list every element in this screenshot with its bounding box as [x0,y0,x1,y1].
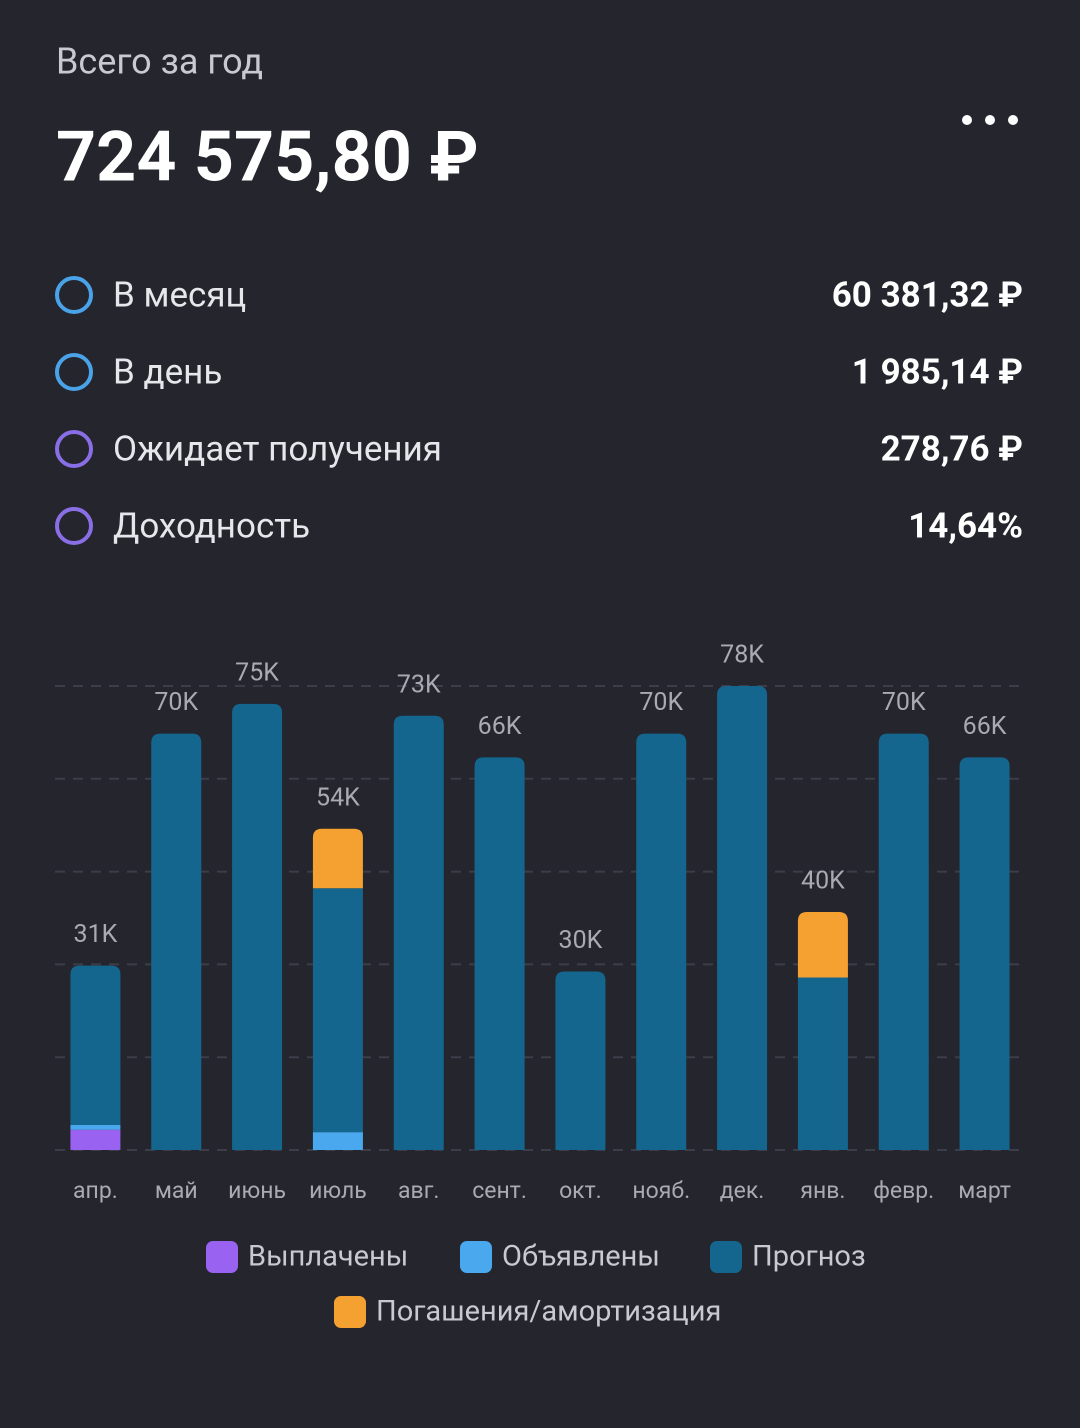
x-tick-label: авг. [398,1177,439,1204]
header-total: 724 575,80 ₽ [56,116,479,198]
stat-label: Доходность [113,505,310,546]
bar-segment [70,1129,121,1150]
legend-label: Погашения/амортизация [376,1295,721,1329]
bar-segment [959,757,1010,1150]
bar-segment [312,888,363,1133]
legend-label: Объявлены [502,1240,660,1274]
value-label: 78K [720,641,764,670]
header-title: Всего за год [56,41,263,83]
bar-segment [555,971,606,1150]
more-button[interactable] [962,115,1018,125]
x-tick-label: сент. [472,1177,527,1204]
legend-label: Выплачены [248,1240,408,1274]
stat-icon [55,353,93,391]
bar-segment [797,912,848,978]
value-label: 70K [639,688,683,717]
stat-icon [55,430,93,468]
value-label: 70K [882,688,926,717]
bar-segment [232,703,283,1150]
legend-swatch [460,1241,492,1273]
bar-segment [393,715,444,1150]
x-tick-label: май [155,1177,198,1204]
value-label: 66K [478,712,522,741]
bar-segment [878,733,929,1150]
bar-segment [636,733,687,1150]
value-label: 31K [74,920,118,949]
bar-segment [70,965,121,1126]
x-tick-label: февр. [873,1177,934,1204]
stat-icon [55,276,93,314]
value-label: 54K [316,783,360,812]
bar-segment [70,1125,121,1130]
stat-value: 60 381,32 ₽ [832,274,1023,315]
stat-label: В день [113,351,222,392]
stat-icon [55,507,93,545]
stat-value: 278,76 ₽ [881,428,1023,469]
stat-value: 14,64% [908,505,1023,546]
x-tick-label: март [958,1177,1011,1204]
stat-label: В месяц [113,274,246,315]
legend-swatch [334,1296,366,1328]
value-label: 73K [397,670,441,699]
bar-segment [474,757,525,1150]
value-label: 66K [963,712,1007,741]
x-tick-label: янв. [800,1177,845,1204]
value-label: 75K [235,658,279,687]
legend-label: Прогноз [752,1240,866,1274]
stat-label: Ожидает получения [113,428,442,469]
x-tick-label: апр. [73,1177,118,1204]
bar-segment [312,828,363,889]
bar-segment [717,686,768,1150]
value-label: 30K [559,926,603,955]
value-label: 70K [154,688,198,717]
chart: 31K апр. 70K май 75K июнь 54K июль 73K авг. 66K сен… [55,641,1025,1329]
x-tick-label: окт. [559,1177,602,1204]
dot [985,115,995,125]
x-tick-label: июль [309,1177,367,1204]
legend-swatch [710,1241,742,1273]
value-label: 40K [801,867,845,896]
x-tick-label: дек. [720,1177,765,1204]
x-tick-label: нояб. [632,1177,690,1204]
x-tick-label: июнь [228,1177,286,1204]
stat-value: 1 985,14 ₽ [852,351,1023,392]
dot [962,115,972,125]
bar-segment [797,977,848,1150]
legend-swatch [206,1241,238,1273]
dot [1008,115,1018,125]
bar-segment [151,733,202,1150]
bar-segment [312,1132,363,1150]
